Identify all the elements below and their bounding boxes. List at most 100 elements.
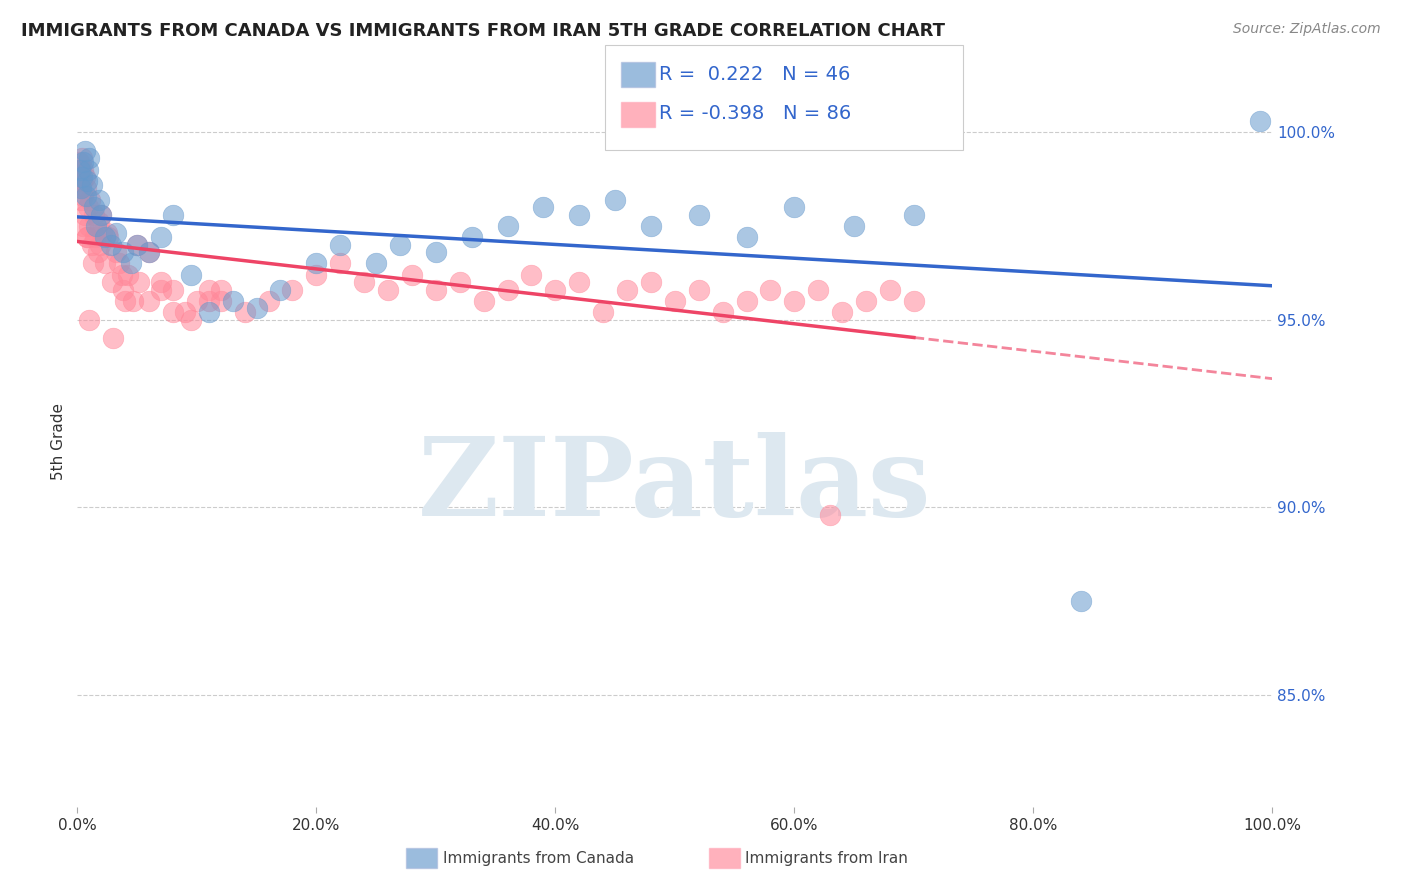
Point [807, 283, 830, 297]
Point [496, 219, 519, 233]
Point [79, 312, 101, 326]
Point [820, 508, 842, 522]
Point [91, 227, 114, 241]
Point [108, 256, 131, 270]
Point [72, 155, 94, 169]
Point [281, 283, 304, 297]
Point [89, 237, 111, 252]
Point [1250, 113, 1272, 128]
Point [640, 219, 662, 233]
Point [138, 245, 160, 260]
Point [353, 275, 375, 289]
Point [472, 293, 495, 308]
Text: Source: ZipAtlas.com: Source: ZipAtlas.com [1233, 22, 1381, 37]
Point [162, 283, 184, 297]
Point [83, 200, 105, 214]
Point [79, 219, 101, 233]
Point [80, 178, 103, 192]
Point [783, 200, 806, 214]
Point [67, 170, 90, 185]
Point [879, 283, 901, 297]
Point [903, 293, 925, 308]
Point [735, 293, 758, 308]
Point [425, 245, 447, 260]
Point [104, 245, 127, 260]
Point [844, 219, 866, 233]
Point [735, 230, 758, 244]
Point [111, 245, 134, 260]
Point [305, 256, 328, 270]
Point [73, 170, 96, 185]
Point [257, 293, 280, 308]
Point [605, 193, 627, 207]
Point [100, 237, 122, 252]
Point [70, 174, 93, 188]
Point [664, 293, 686, 308]
Point [568, 208, 591, 222]
Point [150, 283, 173, 297]
Point [568, 275, 591, 289]
Point [533, 200, 555, 214]
Point [79, 152, 101, 166]
Point [138, 245, 160, 260]
Point [449, 275, 471, 289]
Point [70, 152, 93, 166]
Point [388, 237, 412, 252]
Point [120, 256, 142, 270]
Point [97, 230, 120, 244]
Point [114, 293, 136, 308]
Point [1070, 594, 1092, 608]
Point [150, 230, 173, 244]
Point [70, 193, 93, 207]
Point [401, 268, 423, 282]
Point [90, 208, 112, 222]
Text: R = -0.398   N = 86: R = -0.398 N = 86 [659, 103, 852, 123]
Point [162, 305, 184, 319]
Point [496, 283, 519, 297]
Point [150, 275, 173, 289]
Point [84, 230, 107, 244]
Point [80, 237, 103, 252]
Point [67, 155, 90, 169]
Point [366, 256, 388, 270]
Point [70, 162, 93, 177]
Point [180, 312, 202, 326]
Point [222, 293, 245, 308]
Point [425, 283, 447, 297]
Point [122, 293, 145, 308]
Point [209, 283, 232, 297]
Text: Immigrants from Iran: Immigrants from Iran [745, 851, 908, 865]
Point [69, 181, 91, 195]
Point [329, 237, 352, 252]
Point [246, 301, 269, 316]
Point [117, 268, 139, 282]
Point [197, 293, 219, 308]
Point [76, 174, 98, 188]
Point [76, 230, 98, 244]
Point [87, 215, 110, 229]
Point [616, 283, 638, 297]
Point [73, 208, 96, 222]
Point [180, 268, 202, 282]
Point [127, 237, 149, 252]
Point [76, 230, 98, 244]
Point [128, 275, 150, 289]
Point [711, 305, 734, 319]
Point [72, 189, 94, 203]
Point [103, 331, 124, 345]
Point [82, 256, 104, 270]
Point [329, 256, 352, 270]
Y-axis label: 5th Grade: 5th Grade [51, 403, 66, 480]
Point [94, 256, 117, 270]
Text: Immigrants from Canada: Immigrants from Canada [443, 851, 634, 865]
Point [127, 237, 149, 252]
Point [461, 230, 484, 244]
Point [197, 305, 219, 319]
Point [77, 162, 100, 177]
Point [688, 208, 710, 222]
Point [162, 208, 184, 222]
Point [111, 283, 134, 297]
Point [75, 189, 97, 203]
Point [759, 283, 782, 297]
Point [520, 268, 543, 282]
